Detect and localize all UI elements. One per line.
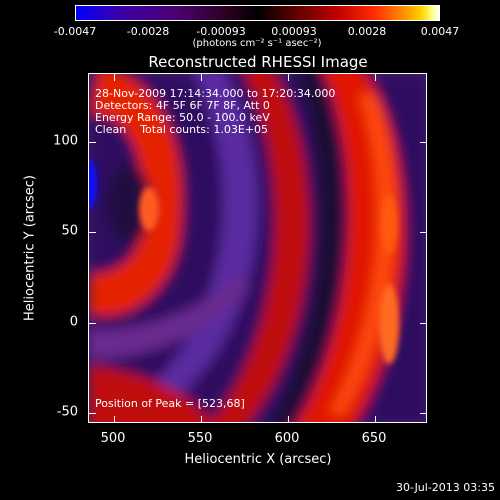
y-tick-label: -50 [56, 404, 78, 420]
annotation-detectors: Detectors: 4F 5F 6F 7F 8F, Att 0 [95, 99, 270, 112]
x-tick-label: 500 [100, 431, 126, 446]
minimum-spot [89, 159, 97, 209]
peak-hotspot [139, 187, 159, 231]
annotation-peak-position: Position of Peak = [523,68] [95, 397, 245, 410]
colorbar-tick: -0.0028 [126, 25, 170, 38]
y-tick-label: 50 [61, 223, 78, 239]
colorbar-unit-label: (photons cm⁻² s⁻¹ asec⁻²) [192, 38, 322, 49]
colorbar-tick: 0.0047 [420, 25, 460, 38]
heatmap-highlights [89, 159, 399, 364]
y-tick-label: 100 [53, 133, 78, 149]
colorbar-tick: -0.00093 [196, 25, 246, 38]
colorbar-tick: 0.00093 [271, 25, 317, 38]
heatmap-image [89, 74, 426, 422]
y-axis-label: Heliocentric Y (arcsec) [22, 175, 38, 321]
colorbar-tick: -0.0047 [53, 25, 97, 38]
heatmap-plot-area: 28-Nov-2009 17:14:34.000 to 17:20:34.000… [88, 73, 427, 423]
colorbar-tick: 0.0028 [347, 25, 387, 38]
chart-title: Reconstructed RHESSI Image [148, 53, 368, 71]
x-axis-label: Heliocentric X (arcsec) [184, 452, 332, 467]
annotation-energy-range: Energy Range: 50.0 - 100.0 keV [95, 111, 270, 124]
render-timestamp: 30-Jul-2013 03:35 [395, 481, 495, 494]
heatmap-rings [89, 74, 426, 422]
x-tick-label: 600 [274, 431, 300, 446]
x-tick-label: 550 [187, 431, 213, 446]
x-tick-label: 650 [361, 431, 387, 446]
colorbar [75, 5, 440, 21]
annotation-clean-counts: Clean Total counts: 1.03E+05 [95, 123, 269, 136]
annotation-time-range: 28-Nov-2009 17:14:34.000 to 17:20:34.000 [95, 87, 336, 100]
y-tick-label: 0 [69, 314, 78, 330]
